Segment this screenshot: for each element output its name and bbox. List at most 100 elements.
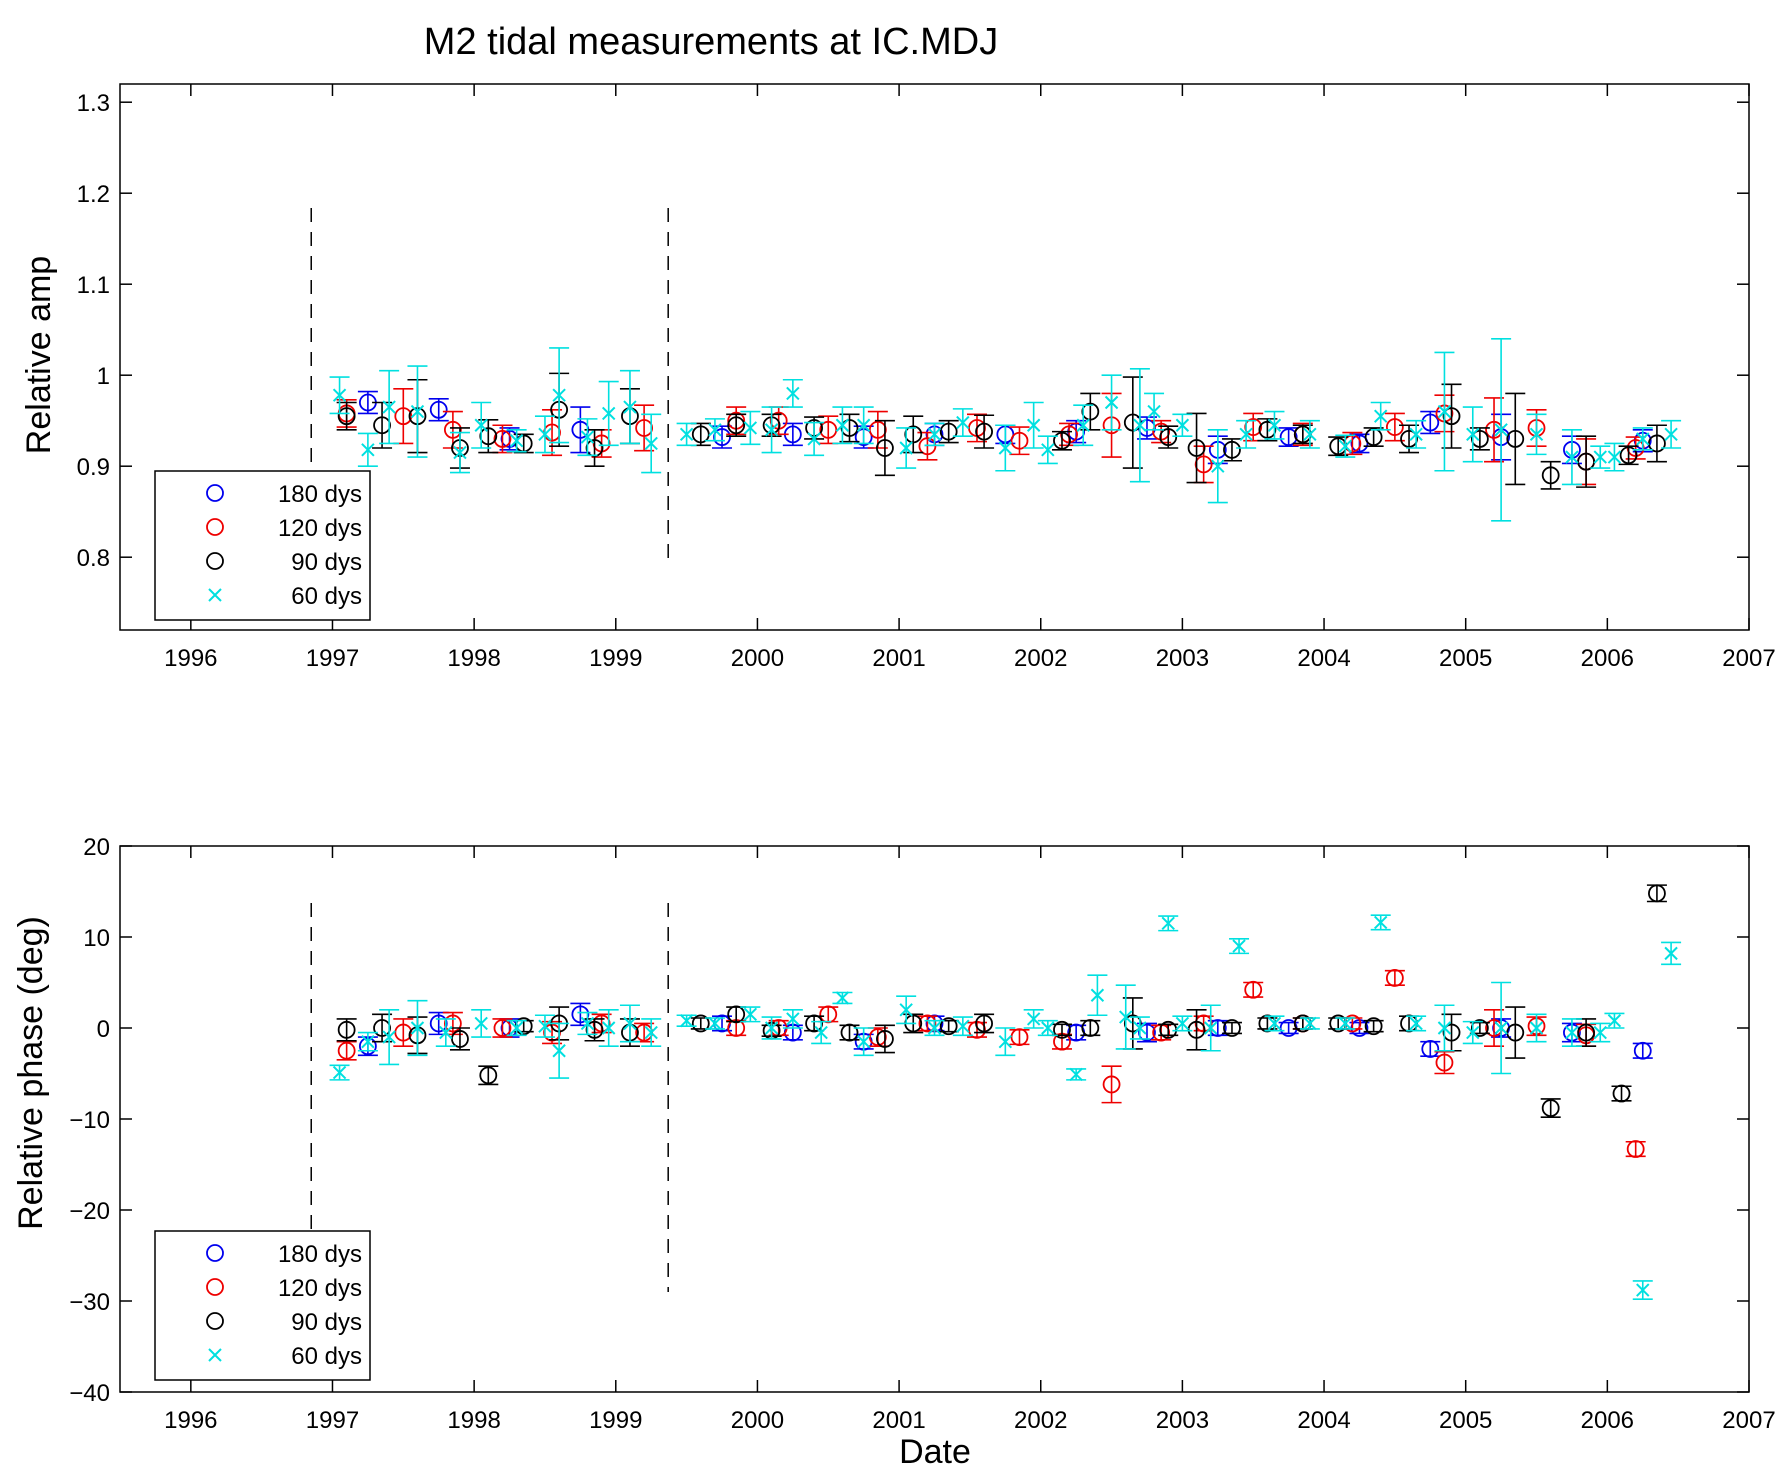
data-point-circle: [451, 1030, 469, 1048]
data-point-x: [899, 441, 913, 455]
data-point-circle: [1081, 402, 1100, 421]
data-point-circle: [1102, 1075, 1121, 1094]
data-point-x: [1175, 1016, 1190, 1031]
y-tick-label: −40: [69, 1380, 110, 1407]
data-point-circle: [691, 425, 710, 444]
data-point-x: [332, 388, 347, 402]
data-point-x: [538, 427, 552, 442]
data-point-x: [1133, 418, 1147, 432]
x-tick-label: 2002: [1014, 1407, 1067, 1434]
legend-box: [154, 470, 371, 621]
data-point-x: [580, 430, 595, 444]
data-point-x: [1161, 916, 1175, 931]
data-point-circle: [1633, 1041, 1652, 1060]
data-point-x: [1664, 427, 1678, 442]
data-point-circle: [876, 439, 894, 457]
data-point-x: [1338, 1016, 1352, 1031]
data-point-x: [1529, 427, 1544, 442]
data-point-circle: [868, 1028, 887, 1046]
data-point-circle: [1244, 980, 1263, 999]
data-point-x: [1636, 1283, 1650, 1297]
data-point-circle: [1194, 455, 1213, 474]
data-point-circle: [1470, 1019, 1489, 1037]
data-point-circle: [1081, 1019, 1100, 1037]
data-point-circle: [1223, 440, 1241, 459]
data-point-x: [927, 1021, 942, 1035]
data-point-x: [1466, 1025, 1480, 1040]
data-point-x: [1593, 1025, 1607, 1040]
data-point-x: [743, 1007, 758, 1022]
data-point-circle: [939, 1017, 958, 1036]
data-point-circle: [1470, 429, 1489, 448]
x-tick-label: 2000: [731, 645, 784, 672]
phase-ylabel: Relative phase (deg): [12, 916, 50, 1230]
data-point-circle: [493, 1019, 512, 1037]
x-tick-label: 2004: [1297, 645, 1350, 672]
data-point-x: [453, 445, 467, 460]
data-point-x: [1565, 1025, 1579, 1040]
x-tick-label: 2000: [731, 1407, 784, 1434]
data-point-x: [1303, 1016, 1317, 1031]
data-point-x: [856, 418, 871, 432]
data-point-circle: [1385, 418, 1404, 436]
x-tick-label: 2004: [1297, 1407, 1350, 1434]
data-point-x: [786, 386, 800, 401]
x-axis-label: Date: [899, 1433, 971, 1471]
data-point-circle: [840, 1023, 859, 1042]
x-tick-label: 2003: [1156, 1407, 1209, 1434]
x-tick-label: 1998: [447, 1407, 500, 1434]
legend: 180 dys 120 dys 90 dys 60 dys: [154, 470, 371, 621]
data-point-x: [439, 1025, 453, 1040]
data-point-circle: [1541, 1099, 1560, 1117]
x-tick-label: 1998: [447, 645, 500, 672]
data-point-circle: [1619, 446, 1638, 465]
data-point-circle: [1258, 420, 1277, 439]
data-point-x: [1026, 418, 1041, 432]
data-point-circle: [1506, 429, 1525, 448]
data-point-x: [998, 1034, 1013, 1049]
legend-label: 90 dys: [291, 1309, 362, 1336]
data-point-x: [1437, 404, 1452, 419]
data-point-x: [814, 1025, 828, 1040]
data-point-circle: [1123, 413, 1142, 432]
data-point-circle: [429, 1014, 448, 1033]
data-point-x: [899, 1003, 913, 1017]
data-point-circle: [571, 1005, 590, 1024]
data-point-circle: [1187, 439, 1206, 457]
data-point-x: [1409, 427, 1423, 442]
data-point-x: [1373, 409, 1388, 423]
x-tick-label: 1996: [164, 645, 217, 672]
data-point-x: [332, 1065, 347, 1080]
data-point-x: [601, 406, 616, 421]
data-point-x: [679, 427, 694, 442]
data-point-circle: [1159, 1020, 1178, 1039]
data-point-x: [1607, 450, 1622, 464]
data-point-x: [1119, 1010, 1133, 1024]
data-point-x: [1041, 443, 1055, 457]
x-tick-label: 1997: [306, 1407, 359, 1434]
data-point-x: [1267, 418, 1282, 432]
data-point-circle: [337, 1020, 356, 1039]
data-point-circle: [1400, 429, 1418, 448]
data-point-circle: [1442, 1023, 1461, 1042]
data-point-x: [835, 991, 850, 1005]
data-point-x: [856, 1034, 871, 1049]
x-tick-label: 1999: [589, 645, 642, 672]
data-point-circle: [1385, 969, 1404, 987]
data-point-circle: [1648, 884, 1666, 903]
data-point-x: [708, 423, 722, 437]
data-point-circle: [975, 1014, 993, 1033]
data-point-circle: [493, 429, 512, 448]
data-point-circle: [1138, 1023, 1156, 1042]
data-point-circle: [1223, 1019, 1241, 1037]
data-point-x: [1147, 404, 1161, 419]
data-point-circle: [394, 1023, 413, 1042]
data-point-circle: [1421, 1040, 1440, 1058]
data-point-circle: [585, 1020, 604, 1039]
data-point-circle: [1187, 1020, 1206, 1039]
x-tick-label: 1997: [306, 645, 359, 672]
data-point-circle: [1123, 1014, 1142, 1033]
legend-label: 180 dys: [278, 481, 362, 508]
legend: 180 dys 120 dys 90 dys 60 dys: [154, 1230, 371, 1381]
data-point-circle: [918, 437, 937, 456]
